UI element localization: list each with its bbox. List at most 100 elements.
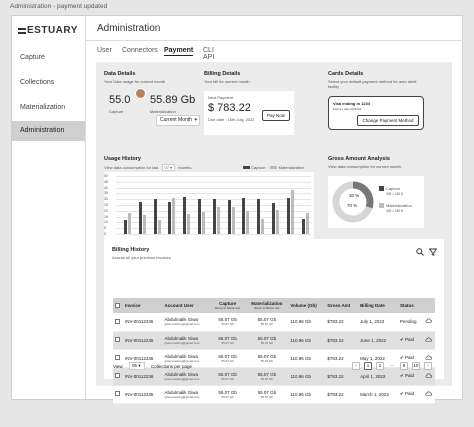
- cloud-download-icon[interactable]: [425, 337, 432, 343]
- materialization-bar[interactable]: [261, 218, 265, 234]
- capture-bar[interactable]: [124, 220, 127, 234]
- capture-bar[interactable]: [242, 198, 246, 234]
- cloud-download-icon[interactable]: [425, 355, 432, 361]
- cell-volume: 110.96 Gb: [288, 385, 326, 404]
- tab-payment[interactable]: Payment: [164, 47, 194, 56]
- table-row[interactable]: INV-00112236 Abdulmalik Giwa giwa.smoking@…: [113, 313, 435, 332]
- table-row[interactable]: INV-00112236 Abdulmalik Giwa giwa.smoking@…: [113, 331, 435, 350]
- capture-bar[interactable]: [272, 202, 275, 234]
- pagination-footer: View 05 ▾ Collections per page ‹ 1 2 ...…: [113, 362, 435, 376]
- y-gridline: [116, 193, 311, 195]
- usage-legend: Capture Materialization: [243, 165, 304, 170]
- search-icon[interactable]: [416, 248, 424, 256]
- capture-bar[interactable]: [257, 199, 261, 234]
- filter-icon[interactable]: [429, 248, 437, 256]
- page-2-button[interactable]: 2: [376, 362, 384, 370]
- usage-history-title: Usage History: [104, 156, 141, 162]
- materialization-bar[interactable]: [231, 207, 235, 234]
- sidebar-item-administration[interactable]: Administration: [12, 121, 85, 141]
- billing-history-subtitle: Access all your previous invoices: [112, 255, 171, 260]
- y-tick-label: 50: [104, 174, 108, 178]
- cloud-download-icon[interactable]: [425, 373, 432, 379]
- sidebar-item-capture[interactable]: Capture: [20, 54, 45, 61]
- row-checkbox[interactable]: [115, 373, 120, 378]
- row-checkbox[interactable]: [115, 391, 120, 396]
- row-checkbox[interactable]: [115, 318, 120, 324]
- capture-bar[interactable]: [153, 199, 157, 234]
- per-page-select[interactable]: 05 ▾: [129, 362, 145, 370]
- capture-bar[interactable]: [212, 199, 216, 234]
- cell-materialization: 55.07 Gb 55.07 Gb: [245, 385, 289, 404]
- table-row[interactable]: INV-00112236 Abdulmalik Giwa giwa.smoking@…: [113, 367, 435, 386]
- capture-bar[interactable]: [138, 201, 142, 234]
- prev-page-button[interactable]: ‹: [352, 362, 360, 370]
- billing-details-subtitle: Your bill for current month: [204, 79, 250, 84]
- visa-card[interactable]: Visa ending in 1234 Expires date 08/2024…: [328, 96, 424, 130]
- cell-materialization: 55.07 Gb 55.07 Gb: [245, 313, 289, 332]
- tab-user[interactable]: User: [97, 47, 112, 54]
- capture-bar[interactable]: [198, 199, 201, 234]
- months-select[interactable]: 07 ▾: [161, 164, 176, 171]
- materialization-bar[interactable]: [172, 198, 176, 234]
- data-details-title: Data Details: [104, 71, 136, 77]
- cell-status: ✔ Paid: [397, 385, 423, 404]
- materialization-bar[interactable]: [187, 214, 191, 234]
- col-billing-date[interactable]: Billing Date: [358, 298, 398, 313]
- materialization-bar[interactable]: [216, 207, 220, 234]
- sidebar: ESTUARY Capture Collections Materializat…: [12, 16, 86, 399]
- check-icon: ✔: [399, 373, 405, 378]
- select-all-checkbox[interactable]: [115, 302, 120, 308]
- change-payment-method-button[interactable]: Change Payment Method: [357, 115, 419, 126]
- sidebar-item-collections[interactable]: Collections: [20, 79, 55, 86]
- materialization-bar[interactable]: [246, 210, 250, 234]
- cloud-download-icon[interactable]: [425, 391, 432, 397]
- page-ellipsis: ...: [390, 362, 394, 367]
- period-select-value: Current Month: [160, 117, 192, 123]
- materialization-bar[interactable]: [142, 215, 146, 234]
- row-checkbox[interactable]: [115, 355, 120, 360]
- materialization-bar[interactable]: [305, 213, 309, 234]
- materialization-bar[interactable]: [202, 211, 205, 234]
- col-volume[interactable]: Volume (Gb): [288, 298, 326, 313]
- y-tick-label: 35: [104, 191, 108, 196]
- chevron-down-icon: ▾: [194, 117, 197, 123]
- materialization-bar[interactable]: [276, 209, 279, 234]
- pay-now-button[interactable]: Pay Now: [262, 110, 290, 121]
- col-invoice[interactable]: Invoice: [123, 298, 163, 313]
- page-10-button[interactable]: 10: [412, 362, 420, 370]
- col-capture[interactable]: Capture Store in Store out: [209, 298, 246, 313]
- col-status[interactable]: Status: [397, 298, 423, 313]
- period-select[interactable]: Current Month ▾: [156, 115, 200, 126]
- page-title: Administration: [97, 23, 161, 34]
- capture-bar[interactable]: [183, 196, 187, 234]
- cell-invoice: INV-00112236: [123, 331, 163, 350]
- billing-card: Next Payment $ 783.22 Due date : 16th Ju…: [204, 91, 294, 135]
- check-icon: ✔: [399, 355, 405, 360]
- capture-bar[interactable]: [286, 198, 290, 234]
- capture-bar[interactable]: [301, 218, 305, 234]
- tab-cli-api[interactable]: CLI API: [203, 47, 215, 61]
- tab-connectors[interactable]: Connectors: [122, 47, 158, 54]
- col-gross-amt[interactable]: Gross Amt: [325, 298, 359, 313]
- materialization-bar[interactable]: [290, 189, 294, 234]
- page-1-button[interactable]: 1: [364, 362, 372, 370]
- capture-bar[interactable]: [168, 201, 172, 234]
- cell-account-user: Abdulmalik Giwa giwa.smoking@gmail.com: [162, 385, 210, 404]
- next-page-button[interactable]: ›: [424, 362, 432, 370]
- cell-materialization: 55.07 Gb 55.07 Gb: [245, 349, 289, 368]
- cloud-download-icon[interactable]: [425, 318, 432, 324]
- col-materialization[interactable]: Materialization Store in Store out: [245, 298, 289, 313]
- capture-bar[interactable]: [227, 200, 231, 234]
- row-checkbox[interactable]: [115, 337, 120, 342]
- materialization-bar[interactable]: [128, 213, 131, 234]
- table-row[interactable]: INV-00112236 Abdulmalik Giwa giwa.smoking@…: [113, 385, 435, 404]
- col-account-user[interactable]: Account User: [162, 298, 210, 313]
- capture-legend-label: Capture: [251, 165, 266, 170]
- page-9-button[interactable]: 9: [400, 362, 408, 370]
- y-gridline: [116, 234, 311, 235]
- sidebar-item-materialization[interactable]: Materialization: [20, 104, 66, 111]
- materialization-bar[interactable]: [157, 220, 161, 234]
- usage-history-subtitle: View data consumption for last 07 ▾ mont…: [104, 164, 193, 171]
- page-header: Administration: [86, 16, 462, 41]
- cards-details-subtitle: Select your default payment method for a…: [328, 79, 417, 89]
